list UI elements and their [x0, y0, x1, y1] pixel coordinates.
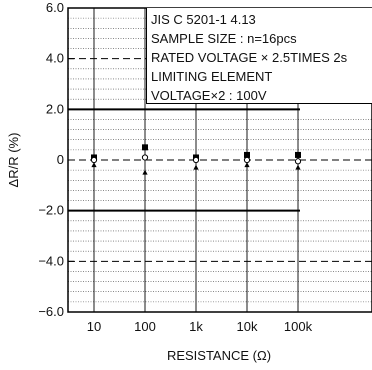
y-tick-label: 6.0 [46, 0, 64, 15]
triangle-marker [193, 164, 199, 170]
reference-lines [68, 108, 300, 212]
circle-marker [294, 158, 302, 165]
circle-marker [243, 156, 251, 164]
x-tick-label-100: 100 [134, 319, 156, 334]
x-axis-title: RESISTANCE (Ω) [167, 348, 271, 363]
test-condition-box: JIS C 5201-1 4.13 SAMPLE SIZE : n=16pcs … [146, 8, 372, 104]
circle-marker [192, 156, 200, 164]
square-marker [295, 151, 301, 158]
square-marker [244, 151, 250, 158]
y-tick-label: 2.0 [46, 101, 64, 116]
x-tick-label-10k: 10k [237, 319, 258, 334]
x-tick-label-10: 10 [87, 319, 101, 334]
triangle-marker [142, 169, 148, 175]
x-tick-labels: 10 100 1k 10k 100k [87, 319, 313, 334]
y-axis-title: ΔR/R (%) [6, 133, 21, 188]
y-tick-label: −6.0 [38, 304, 64, 319]
annotation-line-2: SAMPLE SIZE : n=16pcs [151, 31, 297, 46]
triangle-marker [244, 162, 250, 168]
triangle-marker [91, 162, 97, 168]
y-tick-label: −2.0 [38, 203, 64, 218]
y-tick-label: −4.0 [38, 253, 64, 268]
circle-marker [141, 154, 149, 161]
data-markers [90, 144, 302, 175]
triangle-marker [295, 164, 301, 170]
y-tick-labels: 6.0 4.0 2.0 0 −2.0 −4.0 −6.0 [38, 0, 74, 319]
annotation-line-3: RATED VOLTAGE × 2.5TIMES 2s [151, 50, 348, 65]
x-tick-label-100k: 100k [284, 319, 313, 334]
circle-marker [90, 156, 98, 164]
y-tick-label: 4.0 [46, 51, 64, 66]
x-tick-label-1k: 1k [189, 319, 203, 334]
annotation-line-4: LIMITING ELEMENT [151, 69, 273, 84]
annotation-line-5: VOLTAGE×2 : 100V [151, 88, 267, 103]
annotation-line-1: JIS C 5201-1 4.13 [151, 12, 256, 27]
square-marker [142, 144, 148, 151]
y-tick-label: 0 [57, 152, 64, 167]
